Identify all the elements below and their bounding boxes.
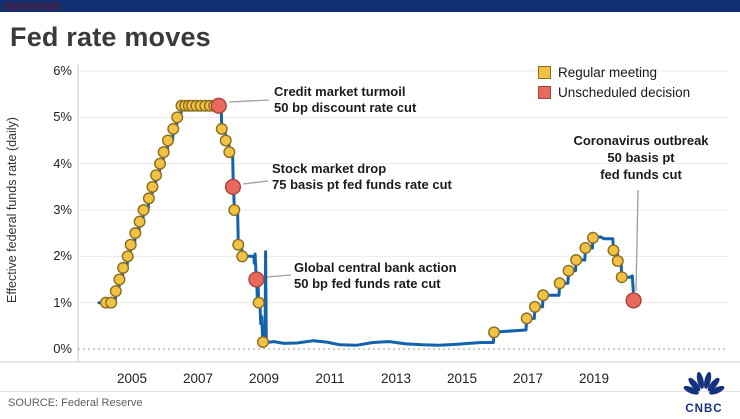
x-tick-2017: 2017 bbox=[512, 371, 544, 386]
regular-meeting-dot bbox=[579, 242, 592, 255]
annotation-leader-line bbox=[635, 189, 639, 292]
regular-meeting-dot bbox=[113, 273, 126, 286]
annotation-line: 50 bp fed funds rate cut bbox=[294, 276, 441, 291]
page-title: Fed rate moves bbox=[10, 22, 211, 52]
unscheduled-decision-dot bbox=[224, 178, 242, 195]
regular-meeting-dot bbox=[537, 289, 550, 302]
x-tick-2009: 2009 bbox=[248, 371, 280, 386]
y-tick-5: 5% bbox=[53, 109, 72, 124]
legend: Regular meeting Unscheduled decision bbox=[538, 62, 690, 102]
regular-meeting-dot bbox=[142, 192, 155, 205]
regular-meeting-dot bbox=[236, 250, 249, 263]
annotation-global-action: Global central bank action 50 bp fed fun… bbox=[294, 260, 457, 292]
x-tick-2007: 2007 bbox=[182, 371, 214, 386]
regular-meeting-dot bbox=[553, 277, 566, 290]
x-tick-2015: 2015 bbox=[446, 371, 478, 386]
x-tick-2013: 2013 bbox=[380, 371, 412, 386]
regular-meeting-dot bbox=[520, 312, 533, 325]
y-axis-title: Effective federal funds rate (daily) bbox=[5, 117, 19, 303]
cnbc-logo: CNBC bbox=[680, 370, 728, 415]
regular-meeting-dot bbox=[488, 326, 501, 339]
effective-rate-line bbox=[97, 104, 635, 347]
regular-meeting-dot bbox=[157, 146, 170, 159]
regular-meeting-dot bbox=[137, 204, 150, 217]
regular-meeting-dot bbox=[121, 250, 134, 263]
regular-meeting-dot bbox=[528, 300, 541, 313]
source-text: SOURCE: Federal Reserve bbox=[8, 397, 143, 409]
regular-meeting-dot bbox=[611, 254, 624, 267]
svg-text:CNBC: CNBC bbox=[685, 403, 722, 414]
annotation-line: Coronavirus outbreak bbox=[573, 133, 709, 148]
regular-meeting-dot bbox=[219, 134, 232, 147]
regular-meeting-dot bbox=[570, 254, 583, 267]
annotation-line: 75 basis pt fed funds rate cut bbox=[272, 177, 452, 192]
y-tick-6: 6% bbox=[53, 63, 72, 78]
y-tick-4: 4% bbox=[53, 156, 72, 171]
regular-meeting-dot bbox=[154, 157, 167, 170]
annotation-leader-line bbox=[265, 274, 292, 278]
regular-meeting-dot bbox=[252, 296, 265, 309]
annotation-leader-line bbox=[242, 180, 269, 185]
annotation-line: Global central bank action bbox=[294, 260, 457, 275]
peacock-icon: CNBC bbox=[683, 372, 725, 415]
annotation-line: Stock market drop bbox=[272, 161, 387, 176]
regular-meeting-swatch bbox=[538, 65, 551, 79]
x-tick-2005: 2005 bbox=[116, 371, 148, 386]
regular-meeting-dot bbox=[167, 122, 180, 135]
regular-meeting-dot bbox=[257, 336, 270, 349]
regular-meeting-dot bbox=[232, 238, 245, 251]
regular-meeting-dot bbox=[562, 264, 575, 277]
annotation-leader-line bbox=[228, 99, 270, 103]
regular-meeting-dot bbox=[150, 169, 163, 182]
regular-meeting-dot bbox=[615, 271, 628, 284]
topbar-text-artifact bbox=[3, 2, 61, 10]
unscheduled-decision-swatch bbox=[538, 85, 551, 99]
unscheduled-decision-dot bbox=[248, 271, 265, 288]
regular-meeting-dot bbox=[215, 122, 228, 135]
regular-meeting-dot bbox=[146, 180, 159, 193]
regular-meeting-dot bbox=[133, 215, 146, 228]
annotation-line: Credit market turmoil bbox=[274, 84, 406, 99]
annotation-credit-turmoil: Credit market turmoil 50 bp discount rat… bbox=[274, 84, 416, 116]
legend-label-unscheduled: Unscheduled decision bbox=[558, 84, 691, 100]
x-tick-2011: 2011 bbox=[315, 371, 345, 386]
legend-label-regular: Regular meeting bbox=[558, 64, 658, 80]
regular-meeting-dot bbox=[109, 285, 122, 298]
regular-meeting-dot bbox=[105, 296, 118, 309]
regular-meeting-dot bbox=[171, 111, 184, 124]
annotation-coronavirus: Coronavirus outbreak 50 basis pt fed fun… bbox=[556, 132, 726, 183]
legend-item-regular: Regular meeting bbox=[538, 62, 690, 82]
unscheduled-decision-dot bbox=[210, 97, 227, 114]
regular-meeting-dot bbox=[223, 146, 236, 159]
y-tick-3: 3% bbox=[53, 202, 72, 217]
regular-meeting-dot bbox=[228, 204, 241, 217]
unscheduled-decision-dot bbox=[625, 292, 642, 309]
x-tick-2019: 2019 bbox=[578, 371, 610, 386]
source-bar: SOURCE: Federal Reserve bbox=[0, 391, 740, 417]
regular-meeting-dot bbox=[124, 238, 137, 251]
legend-item-unscheduled: Unscheduled decision bbox=[538, 82, 690, 102]
annotation-line: 50 bp discount rate cut bbox=[274, 100, 417, 115]
regular-meeting-dot bbox=[607, 244, 620, 257]
top-bar bbox=[0, 0, 740, 12]
annotation-stock-drop: Stock market drop 75 basis pt fed funds … bbox=[272, 161, 452, 193]
y-tick-0: 0% bbox=[53, 341, 72, 356]
y-tick-1: 1% bbox=[53, 295, 72, 310]
regular-meeting-dot bbox=[117, 261, 130, 274]
regular-meeting-dot bbox=[129, 227, 142, 240]
annotation-line: 50 basis pt bbox=[607, 150, 675, 165]
regular-meeting-dot bbox=[587, 231, 600, 244]
y-tick-2: 2% bbox=[53, 248, 72, 263]
annotation-line: fed funds cut bbox=[600, 167, 682, 182]
regular-meeting-dot bbox=[161, 134, 174, 147]
